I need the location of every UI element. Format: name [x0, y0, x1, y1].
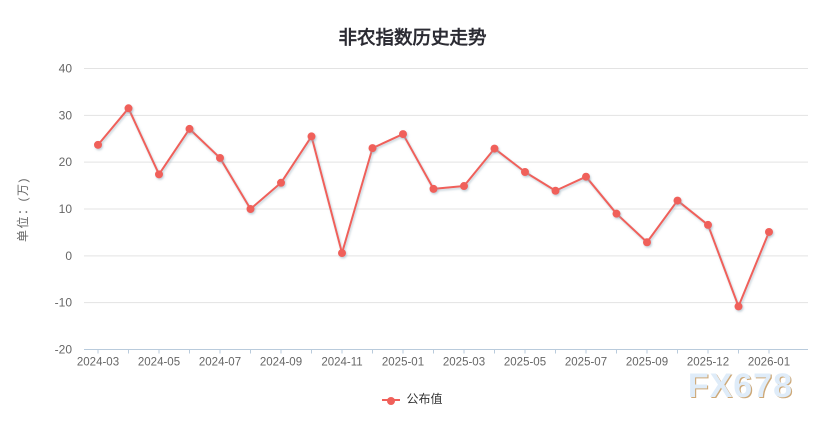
svg-text:2024-09: 2024-09 [260, 357, 302, 369]
svg-text:2025-01: 2025-01 [382, 357, 424, 369]
svg-text:30: 30 [59, 108, 73, 122]
svg-text:2025-07: 2025-07 [565, 357, 607, 369]
svg-text:0: 0 [65, 249, 72, 263]
svg-text:2025-03: 2025-03 [443, 357, 485, 369]
svg-text:2025-09: 2025-09 [626, 357, 668, 369]
svg-text:2024-03: 2024-03 [77, 357, 119, 369]
svg-text:2024-11: 2024-11 [321, 357, 362, 369]
svg-text:-20: -20 [55, 343, 73, 357]
svg-text:-10: -10 [55, 296, 73, 310]
svg-text:20: 20 [59, 155, 73, 169]
svg-text:2024-07: 2024-07 [199, 357, 241, 369]
svg-text:10: 10 [59, 202, 73, 216]
svg-text:40: 40 [59, 62, 73, 76]
svg-text:2024-05: 2024-05 [138, 357, 180, 369]
svg-text:2025-05: 2025-05 [504, 357, 546, 369]
